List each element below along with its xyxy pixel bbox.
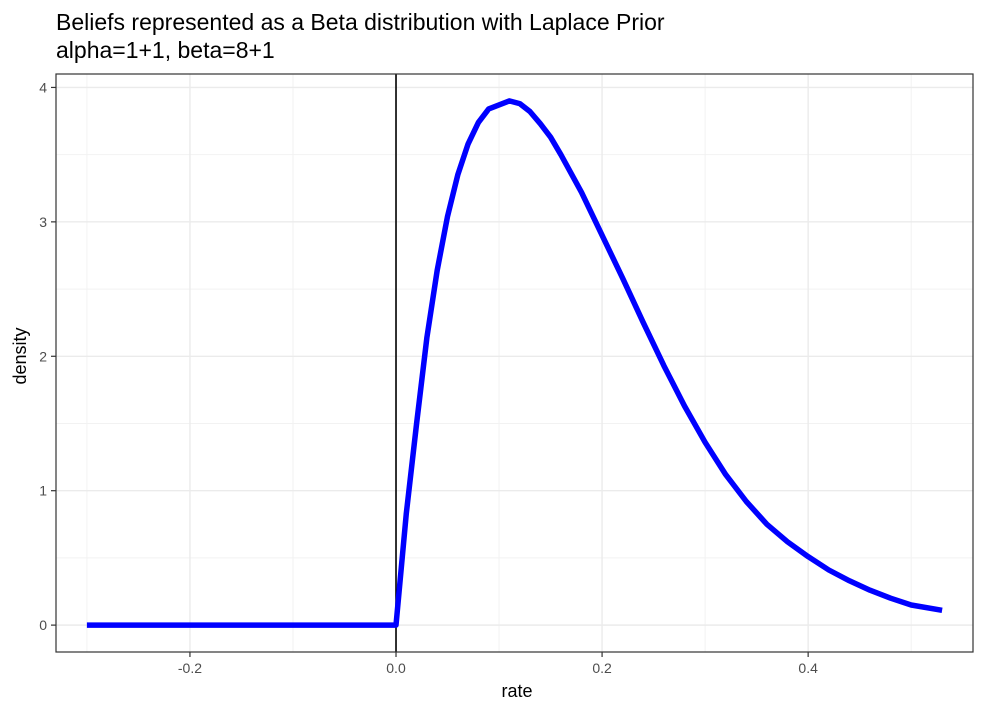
density-line [86,98,943,628]
y-axis-ticks: 0 1 2 3 4 [39,79,56,633]
grid-minor [56,74,973,652]
x-tick-label: -0.2 [178,660,202,676]
y-tick-label: 2 [39,348,47,364]
y-axis-label: density [10,327,30,384]
x-tick-label: 0.2 [592,660,612,676]
plot-panel [56,74,973,652]
x-tick-label: 0.4 [798,660,818,676]
y-tick-label: 1 [39,483,47,499]
chart-subtitle: alpha=1+1, beta=8+1 [56,37,275,63]
x-axis-label: rate [501,681,532,701]
y-tick-label: 3 [39,214,47,230]
series-group [86,98,943,628]
panel-border [55,73,974,653]
x-axis-ticks: -0.2 0.0 0.2 0.4 [178,652,818,676]
chart-title: Beliefs represented as a Beta distributi… [56,9,665,35]
x-tick-label: 0.0 [386,660,406,676]
y-tick-label: 4 [39,79,47,95]
y-tick-label: 0 [39,617,47,633]
